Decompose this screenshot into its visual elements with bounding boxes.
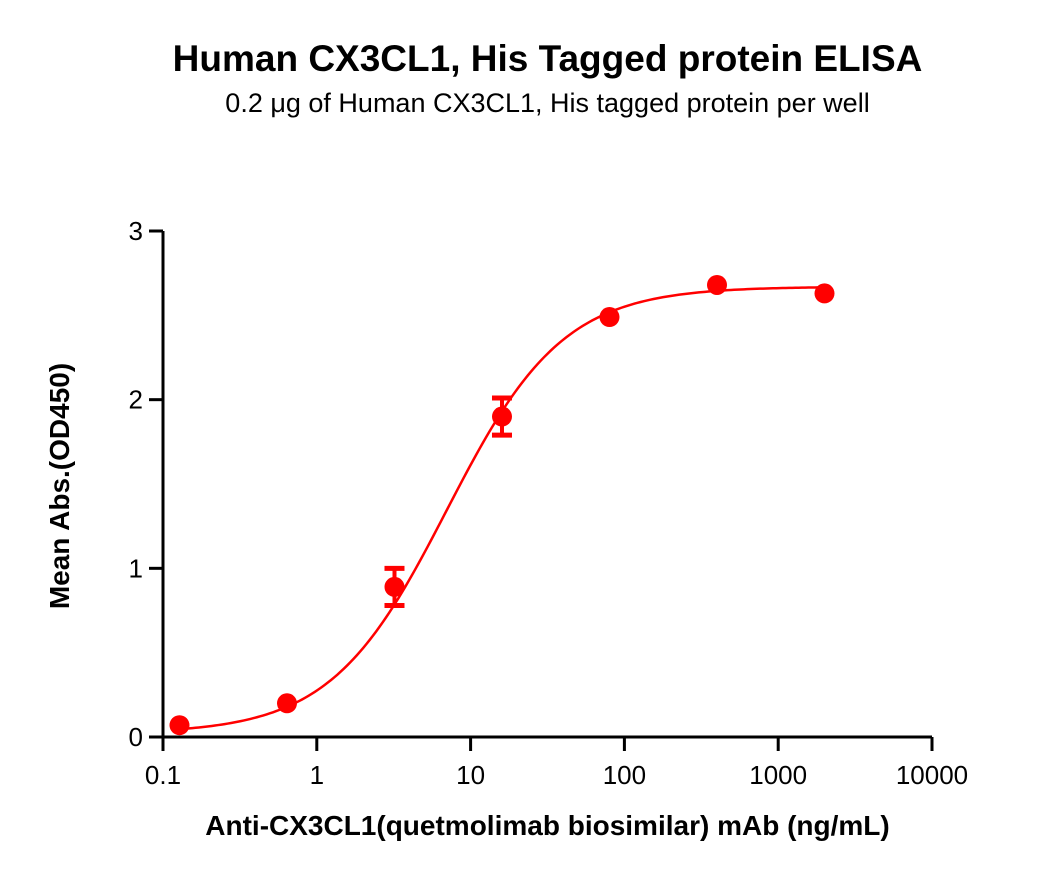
data-point <box>706 274 727 295</box>
x-tick-label: 1 <box>310 760 324 790</box>
x-tick-label: 10000 <box>896 760 968 790</box>
y-tick-label: 3 <box>129 216 143 246</box>
data-point <box>384 576 405 597</box>
fit-curve <box>179 286 825 731</box>
data-point <box>491 406 512 427</box>
x-tick-label: 0.1 <box>145 760 181 790</box>
data-points <box>169 274 835 736</box>
data-point <box>169 715 190 736</box>
x-tick-label: 100 <box>603 760 646 790</box>
x-tick-label: 1000 <box>749 760 807 790</box>
axes: 0 1 2 3 0.1 1 10 100 1000 10000 <box>129 216 969 790</box>
x-axis-label: Anti-CX3CL1(quetmolimab biosimilar) mAb … <box>205 810 890 841</box>
chart-title: Human CX3CL1, His Tagged protein ELISA <box>172 38 923 79</box>
data-point <box>276 693 297 714</box>
y-tick-label: 2 <box>129 385 143 415</box>
y-tick-label: 1 <box>129 553 143 583</box>
x-tick-label: 10 <box>456 760 485 790</box>
y-tick-label: 0 <box>129 722 143 752</box>
data-point <box>599 307 620 328</box>
chart-subtitle: 0.2 μg of Human CX3CL1, His tagged prote… <box>225 88 870 118</box>
data-point <box>814 283 835 304</box>
